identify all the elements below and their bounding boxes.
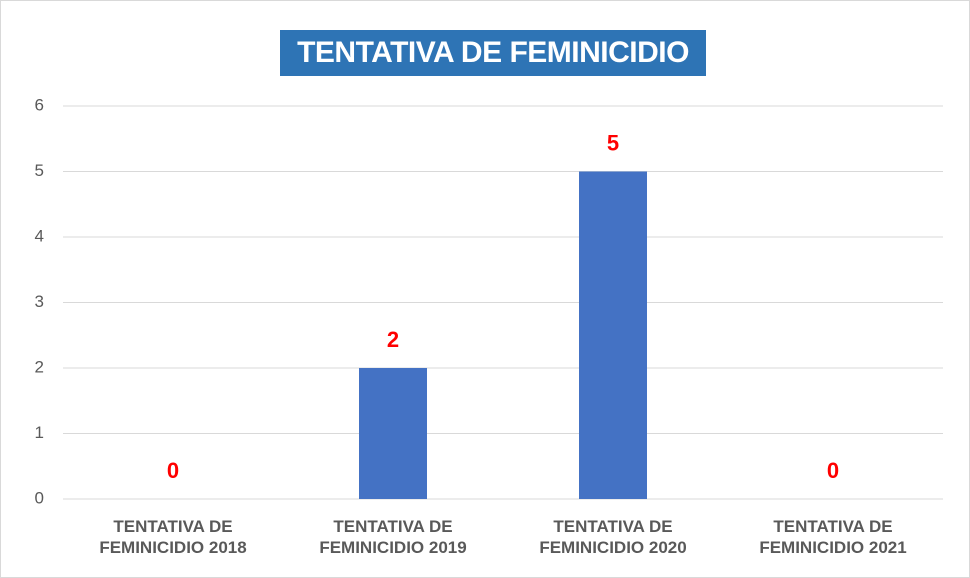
x-tick-label: TENTATIVA DE FEMINICIDIO 2020 bbox=[539, 517, 687, 557]
data-label: 5 bbox=[607, 130, 619, 155]
y-tick-label: 0 bbox=[35, 488, 44, 507]
chart-title: TENTATIVA DE FEMINICIDIO bbox=[280, 30, 706, 76]
data-label: 0 bbox=[827, 458, 839, 483]
y-tick-label: 3 bbox=[35, 292, 44, 311]
y-tick-label: 5 bbox=[35, 161, 44, 180]
y-tick-label: 4 bbox=[35, 226, 44, 245]
x-tick-label: TENTATIVA DE FEMINICIDIO 2019 bbox=[319, 517, 467, 557]
y-tick-label: 1 bbox=[35, 423, 44, 442]
x-tick-label: TENTATIVA DE FEMINICIDIO 2018 bbox=[99, 517, 247, 557]
data-label: 2 bbox=[387, 327, 399, 352]
x-tick-label: TENTATIVA DE FEMINICIDIO 2021 bbox=[759, 517, 907, 557]
y-tick-label: 2 bbox=[35, 357, 44, 376]
data-label: 0 bbox=[167, 458, 179, 483]
bar bbox=[359, 368, 427, 499]
y-tick-label: 6 bbox=[35, 95, 44, 114]
bar bbox=[579, 171, 647, 499]
